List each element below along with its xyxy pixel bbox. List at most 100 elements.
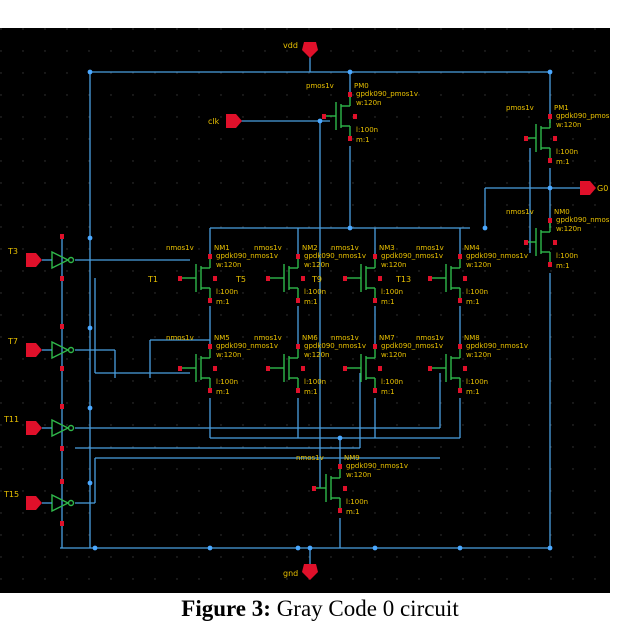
pin-out-g0[interactable]: G0 bbox=[580, 181, 608, 195]
transistor-multiplier-label: m:1 bbox=[216, 388, 230, 396]
transistor-width-label: w:120n bbox=[346, 471, 372, 479]
pin-in1-label: T3 bbox=[7, 247, 18, 256]
inverter-t7 bbox=[42, 324, 75, 371]
transistor-model-label: gpdk090_nmos1v bbox=[466, 252, 528, 260]
transistor-length-label: l:100n bbox=[466, 288, 488, 296]
transistor-width-label: w:120n bbox=[216, 261, 242, 269]
pin-clk-label: clk bbox=[208, 117, 220, 126]
pin-vdd[interactable]: vdd bbox=[283, 41, 318, 58]
inverter-t3 bbox=[42, 234, 75, 281]
transistor-length-label: l:100n bbox=[556, 148, 578, 156]
transistor-model-label: gpdk090_pmos1v bbox=[556, 112, 610, 120]
transistor-instance-label: NM6 bbox=[302, 334, 318, 342]
transistor-instance-label: PM0 bbox=[354, 82, 369, 90]
inverter-t11 bbox=[42, 404, 75, 451]
transistor-model-label: gpdk090_nmos1v bbox=[556, 216, 610, 224]
transistor-model-label: gpdk090_pmos1v bbox=[356, 90, 418, 98]
transistor-model-label: gpdk090_nmos1v bbox=[466, 342, 528, 350]
transistor-length-label: l:100n bbox=[356, 126, 378, 134]
pin-in-t11[interactable]: T11 bbox=[3, 415, 42, 435]
transistor-instance-label: NM2 bbox=[302, 244, 318, 252]
transistors: pmos1v PM0gpdk090_pmos1vw:120nl:100nm:1pm… bbox=[166, 82, 610, 516]
net-label-t1: T1 bbox=[147, 275, 158, 284]
transistor-length-label: l:100n bbox=[216, 288, 238, 296]
transistor-type-label: nmos1v bbox=[331, 244, 359, 252]
pin-in-t7[interactable]: T7 bbox=[7, 337, 42, 357]
schematic-canvas[interactable]: vdd gnd clk G0 T3 T7 T11 T15 pmos1v PM0gp… bbox=[0, 28, 610, 593]
transistor-type-label: nmos1v bbox=[506, 208, 534, 216]
transistor-length-label: l:100n bbox=[556, 252, 578, 260]
net-label-t9: T9 bbox=[311, 275, 322, 284]
transistor-type-label: nmos1v bbox=[416, 334, 444, 342]
transistor-multiplier-label: m:1 bbox=[216, 298, 230, 306]
figure-caption: Figure 3: Gray Code 0 circuit bbox=[0, 596, 640, 622]
transistor-length-label: l:100n bbox=[381, 288, 403, 296]
transistor-width-label: w:120n bbox=[356, 99, 382, 107]
transistor-width-label: w:120n bbox=[466, 261, 492, 269]
inverter-t15 bbox=[42, 479, 75, 526]
transistor-model-label: gpdk090_nmos1v bbox=[304, 342, 366, 350]
transistor-type-label: nmos1v bbox=[416, 244, 444, 252]
transistor-model-label: gpdk090_nmos1v bbox=[216, 252, 278, 260]
transistor-width-label: w:120n bbox=[304, 261, 330, 269]
caption-text: Gray Code 0 circuit bbox=[270, 596, 459, 621]
transistor-type-label: nmos1v bbox=[254, 334, 282, 342]
pin-in-t3[interactable]: T3 bbox=[7, 247, 42, 267]
transistor-multiplier-label: m:1 bbox=[556, 158, 570, 166]
pin-gnd[interactable]: gnd bbox=[283, 564, 318, 580]
transistor-length-label: l:100n bbox=[346, 498, 368, 506]
net-label-t5: T5 bbox=[235, 275, 246, 284]
transistor-model-label: gpdk090_nmos1v bbox=[304, 252, 366, 260]
transistor-model-label: gpdk090_nmos1v bbox=[346, 462, 408, 470]
transistor-length-label: l:100n bbox=[304, 378, 326, 386]
transistor-instance-label: NM9 bbox=[344, 454, 360, 462]
transistor-type-label: pmos1v bbox=[506, 104, 534, 112]
transistor-length-label: l:100n bbox=[216, 378, 238, 386]
pin-gnd-label: gnd bbox=[283, 569, 298, 578]
transistor-length-label: l:100n bbox=[381, 378, 403, 386]
pin-clk[interactable]: clk bbox=[208, 114, 242, 128]
transistor-instance-label: NM4 bbox=[464, 244, 480, 252]
transistor-multiplier-label: m:1 bbox=[346, 508, 360, 516]
transistor-width-label: w:120n bbox=[216, 351, 242, 359]
transistor-instance-label: NM7 bbox=[379, 334, 395, 342]
pin-in4-label: T15 bbox=[3, 490, 19, 499]
pin-out-label: G0 bbox=[597, 184, 608, 193]
transistor-type-label: nmos1v bbox=[331, 334, 359, 342]
transistor-length-label: l:100n bbox=[304, 288, 326, 296]
transistor-type-label: pmos1v bbox=[306, 82, 334, 90]
transistor-width-label: w:120n bbox=[304, 351, 330, 359]
transistor-multiplier-label: m:1 bbox=[304, 298, 318, 306]
pin-in-t15[interactable]: T15 bbox=[3, 490, 42, 510]
transistor-type-label: nmos1v bbox=[296, 454, 324, 462]
transistor-multiplier-label: m:1 bbox=[466, 298, 480, 306]
transistor-instance-label: PM1 bbox=[554, 104, 569, 112]
transistor-instance-label: NM0 bbox=[554, 208, 570, 216]
transistor-type-label: nmos1v bbox=[166, 334, 194, 342]
transistor-type-label: nmos1v bbox=[254, 244, 282, 252]
transistor-instance-label: NM8 bbox=[464, 334, 480, 342]
transistor-instance-label: NM5 bbox=[214, 334, 230, 342]
transistor-type-label: nmos1v bbox=[166, 244, 194, 252]
transistor-model-label: gpdk090_nmos1v bbox=[381, 342, 443, 350]
transistor-model-label: gpdk090_nmos1v bbox=[216, 342, 278, 350]
transistor-length-label: l:100n bbox=[466, 378, 488, 386]
caption-prefix: Figure 3: bbox=[181, 596, 271, 621]
pin-vdd-label: vdd bbox=[283, 41, 298, 50]
input-inverters bbox=[42, 234, 75, 526]
transistor-width-label: w:120n bbox=[381, 351, 407, 359]
transistor-multiplier-label: m:1 bbox=[381, 298, 395, 306]
transistor-multiplier-label: m:1 bbox=[356, 136, 370, 144]
